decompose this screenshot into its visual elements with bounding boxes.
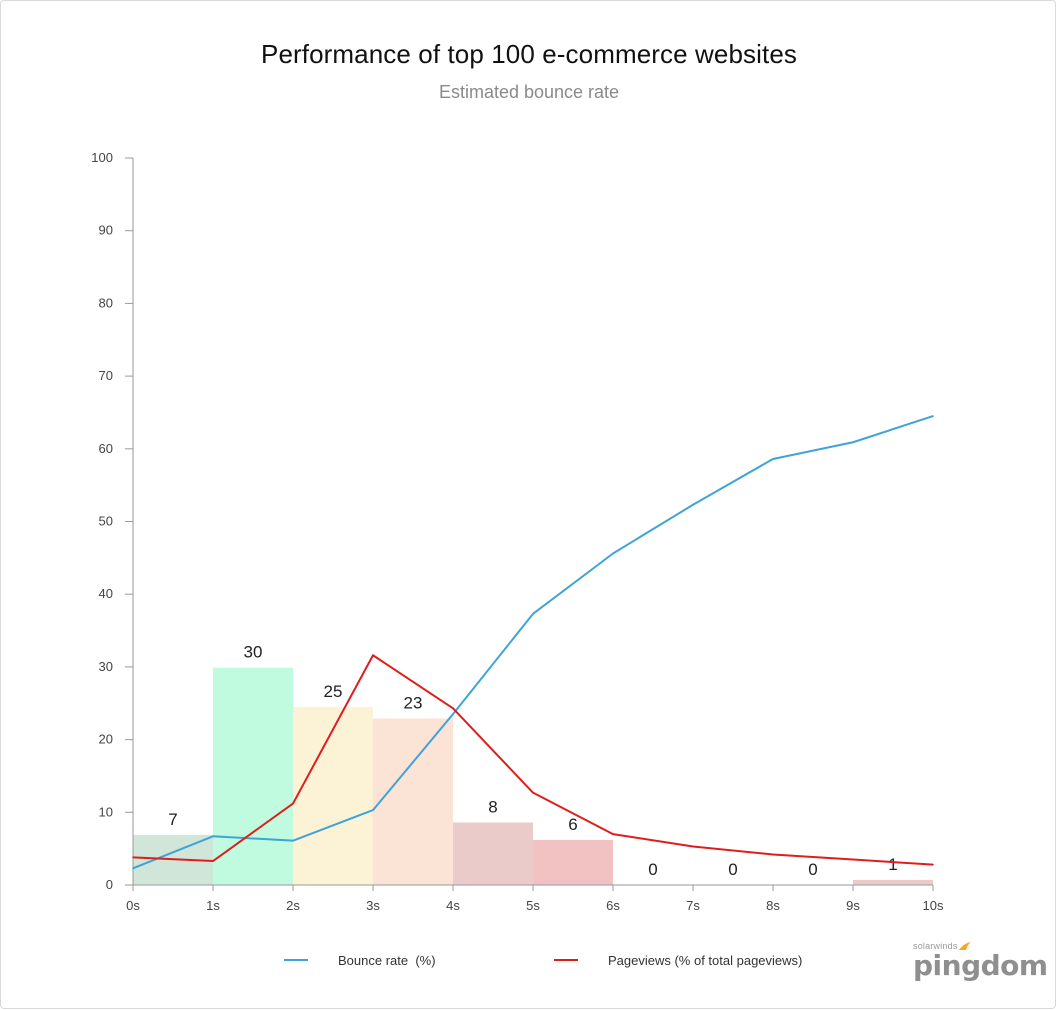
y-tick-label-90: 90 [99,223,113,238]
x-tick-label-6s: 6s [606,898,620,913]
bar-value-label-6s: 0 [648,860,657,879]
brand-company: solarwinds [913,941,958,951]
chart-title: Performance of top 100 e-commerce websit… [261,39,797,69]
x-tick-label-1s: 1s [206,898,220,913]
bounce-rate-point-7s [692,503,694,506]
x-tick-label-2s: 2s [286,898,300,913]
bar-value-label-7s: 0 [728,860,737,879]
x-tick-label-8s: 8s [766,898,780,913]
bar-4s [453,822,533,885]
x-tick-label-5s: 5s [526,898,540,913]
pageviews-point-10s [932,863,934,866]
pageviews-point-2s [292,802,294,805]
bar-value-label-1s: 30 [244,643,263,662]
y-tick-label-10: 10 [99,804,113,819]
bounce-rate-point-1s [212,835,214,838]
bar-value-label-5s: 6 [568,815,577,834]
bounce-rate-point-3s [372,809,374,811]
brand-logo: solarwinds pingdom [913,941,1048,982]
legend-swatch-pageviews [554,959,578,961]
bounce-rate-point-2s [292,839,294,842]
bar-value-label-2s: 25 [324,682,343,701]
brand-product: pingdom [913,949,1048,982]
y-tick-label-30: 30 [99,659,113,674]
legend-item-bounce-rate[interactable]: Bounce rate (%) [284,950,436,970]
bounce-rate-point-8s [772,458,774,460]
pageviews-point-3s [372,654,374,657]
pageviews-point-1s [212,860,214,862]
bounce-rate-point-10s [932,415,934,417]
legend-swatch-bounce-rate [284,959,308,961]
pageviews-point-9s [852,858,854,861]
y-tick-label-70: 70 [99,368,113,383]
pageviews-point-8s [772,853,774,856]
bounce-rate-point-0s [132,867,134,870]
pageviews-point-4s [452,707,454,710]
chart-subtitle: Estimated bounce rate [438,82,620,102]
x-tick-label-3s: 3s [366,898,380,913]
bar-value-label-0s: 7 [168,810,177,829]
bounce-rate-point-9s [852,441,854,444]
legend-item-pageviews[interactable]: Pageviews (% of total pageviews) [554,950,802,970]
bar-value-label-8s: 0 [808,860,817,879]
pageviews-point-0s [132,856,134,859]
bar-value-label-9s: 1 [888,855,897,874]
bounce-rate-point-5s [532,613,534,615]
y-tick-label-60: 60 [99,441,113,456]
y-tick-label-20: 20 [99,732,113,747]
x-tick-label-4s: 4s [446,898,460,913]
y-tick-label-50: 50 [99,514,113,529]
pageviews-point-6s [612,833,614,835]
legend-label-pageviews: Pageviews (% of total pageviews) [608,952,803,968]
bar-9s [853,879,933,885]
x-tick-label-9s: 9s [846,898,860,913]
bar-value-label-3s: 23 [404,694,423,713]
bounce-rate-point-6s [612,552,614,555]
bar-1s [213,667,293,885]
y-tick-label-0: 0 [106,877,113,892]
x-tick-label-0s: 0s [126,898,140,913]
bounce-rate-point-4s [452,713,454,715]
pageviews-point-7s [692,845,694,848]
bar-5s [533,839,613,885]
y-tick-label-80: 80 [99,295,113,310]
x-tick-label-7s: 7s [686,898,700,913]
legend-label-bounce-rate: Bounce rate (%) [338,952,436,968]
bar-3s [373,718,453,885]
bar-2s [293,706,373,885]
flame-icon [959,942,971,950]
y-tick-label-40: 40 [99,586,113,601]
pageviews-point-5s [532,791,534,794]
bar-value-label-4s: 8 [488,797,497,816]
x-tick-label-10s: 10s [923,898,944,913]
y-tick-label-100: 100 [91,150,113,165]
